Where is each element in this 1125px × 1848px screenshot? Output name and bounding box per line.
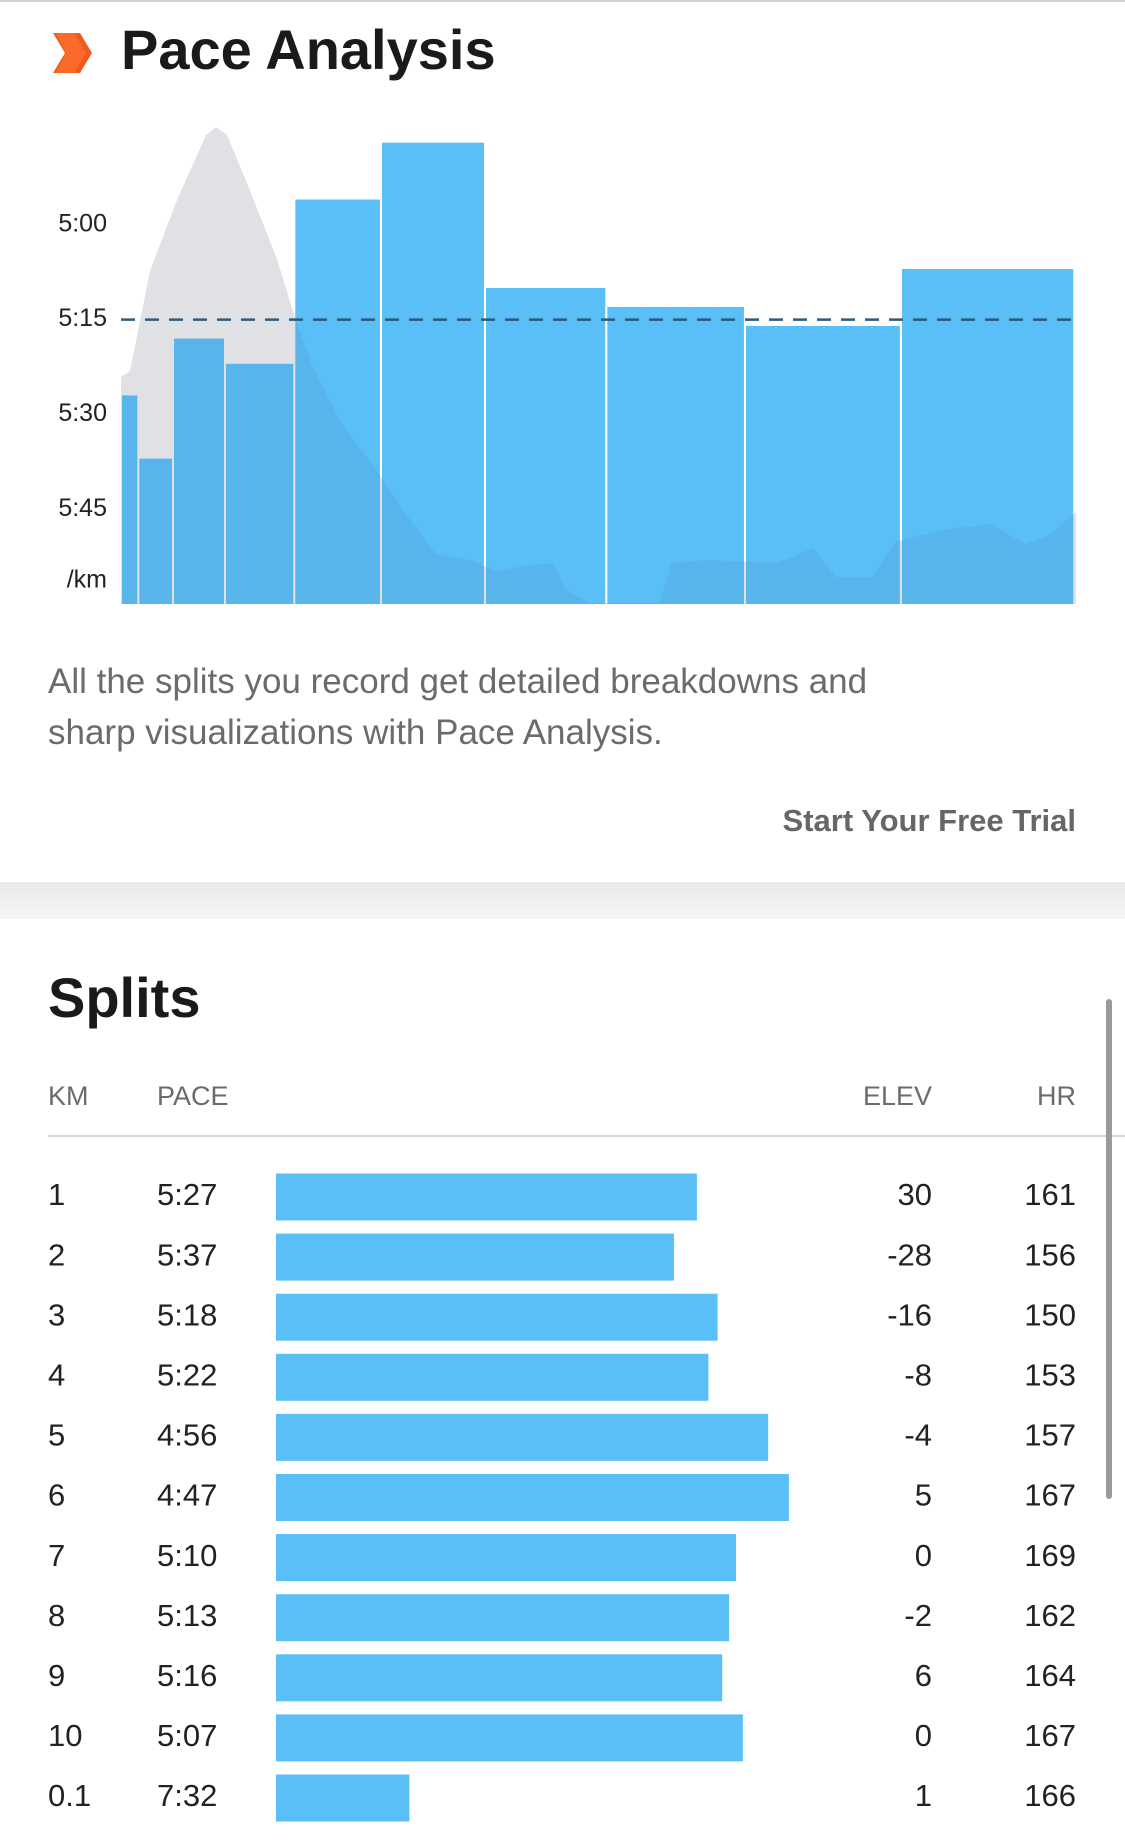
split-pace: 5:27 xyxy=(157,1177,217,1212)
bar xyxy=(485,288,606,604)
split-hr: 157 xyxy=(1024,1418,1076,1453)
pace-bar xyxy=(276,1233,674,1281)
split-hr: 156 xyxy=(1024,1237,1076,1272)
split-pace: 5:07 xyxy=(157,1718,217,1753)
split-elev: -2 xyxy=(904,1598,932,1633)
scrollbar xyxy=(1106,999,1112,1499)
description-line: sharp visualizations with Pace Analysis. xyxy=(48,713,663,752)
split-hr: 164 xyxy=(1024,1658,1076,1693)
description: All the splits you record get detailed b… xyxy=(48,662,877,752)
split-pace: 5:18 xyxy=(157,1297,217,1332)
split-hr: 150 xyxy=(1024,1297,1076,1332)
split-km: 5 xyxy=(48,1418,65,1453)
split-km: 1 xyxy=(48,1177,65,1212)
split-hr: 161 xyxy=(1024,1177,1076,1212)
split-pace: 7:32 xyxy=(157,1778,217,1813)
split-pace: 5:13 xyxy=(157,1598,217,1633)
split-km: 4 xyxy=(48,1357,65,1392)
split-pace: 5:37 xyxy=(157,1237,217,1272)
pace-bar xyxy=(276,1353,709,1401)
y-tick-label: 5:15 xyxy=(58,304,107,332)
split-hr: 169 xyxy=(1024,1538,1076,1573)
split-pace: 5:10 xyxy=(157,1538,217,1573)
split-elev: 30 xyxy=(898,1177,932,1212)
bar xyxy=(139,458,172,604)
section-title: Pace Analysis xyxy=(121,18,496,81)
split-hr: 167 xyxy=(1024,1718,1076,1753)
bar xyxy=(607,306,744,604)
description-line: All the splits you record get detailed b… xyxy=(48,662,867,701)
column-header: ELEV xyxy=(863,1081,932,1111)
pace-bar xyxy=(276,1594,730,1642)
y-tick-label: 5:00 xyxy=(58,209,107,237)
split-elev: -4 xyxy=(904,1418,932,1453)
pace-bar xyxy=(276,1413,769,1461)
split-km: 7 xyxy=(48,1538,65,1573)
splits-title: Splits xyxy=(48,966,200,1029)
pace-bar xyxy=(276,1774,410,1822)
split-hr: 162 xyxy=(1024,1598,1076,1633)
section-divider xyxy=(0,882,1125,919)
split-hr: 167 xyxy=(1024,1478,1076,1513)
split-elev: 6 xyxy=(915,1658,932,1693)
split-elev: -16 xyxy=(887,1297,932,1332)
split-km: 9 xyxy=(48,1658,65,1693)
logo-chevron-front xyxy=(56,33,86,73)
split-km: 2 xyxy=(48,1237,65,1272)
elevation-overlay xyxy=(121,127,1076,604)
split-pace: 5:16 xyxy=(157,1658,217,1693)
split-pace: 4:47 xyxy=(157,1478,217,1513)
split-hr: 166 xyxy=(1024,1778,1076,1813)
pace-bar xyxy=(276,1173,697,1221)
column-header: PACE xyxy=(157,1081,229,1111)
split-elev: 5 xyxy=(915,1478,932,1513)
y-unit: /km xyxy=(67,566,107,594)
pace-bar xyxy=(276,1293,718,1341)
pace-bar xyxy=(276,1714,743,1762)
bar xyxy=(225,363,294,604)
pace-bar xyxy=(276,1474,789,1521)
bar xyxy=(173,338,224,604)
split-elev: -8 xyxy=(904,1357,932,1392)
column-header: HR xyxy=(1037,1081,1076,1111)
split-km: 10 xyxy=(48,1718,82,1753)
y-tick-label: 5:30 xyxy=(58,399,107,427)
bar xyxy=(745,325,900,604)
split-elev: 0 xyxy=(915,1718,932,1753)
split-km: 0.1 xyxy=(48,1778,91,1813)
split-km: 3 xyxy=(48,1297,65,1332)
pace-bar xyxy=(276,1654,723,1702)
split-km: 8 xyxy=(48,1598,65,1633)
split-pace: 4:56 xyxy=(157,1418,217,1453)
bar xyxy=(122,395,138,604)
split-pace: 5:22 xyxy=(157,1357,217,1392)
bar xyxy=(901,269,1074,604)
split-elev: -28 xyxy=(887,1237,932,1272)
split-elev: 0 xyxy=(915,1538,932,1573)
bar xyxy=(295,199,380,604)
split-km: 6 xyxy=(48,1478,65,1513)
bar xyxy=(381,142,484,604)
y-tick-label: 5:45 xyxy=(58,494,107,522)
column-header: KM xyxy=(48,1081,89,1111)
cta-link[interactable]: Start Your Free Trial xyxy=(783,803,1076,838)
split-hr: 153 xyxy=(1024,1357,1076,1392)
split-elev: 1 xyxy=(915,1778,932,1813)
pace-bar xyxy=(276,1534,736,1582)
